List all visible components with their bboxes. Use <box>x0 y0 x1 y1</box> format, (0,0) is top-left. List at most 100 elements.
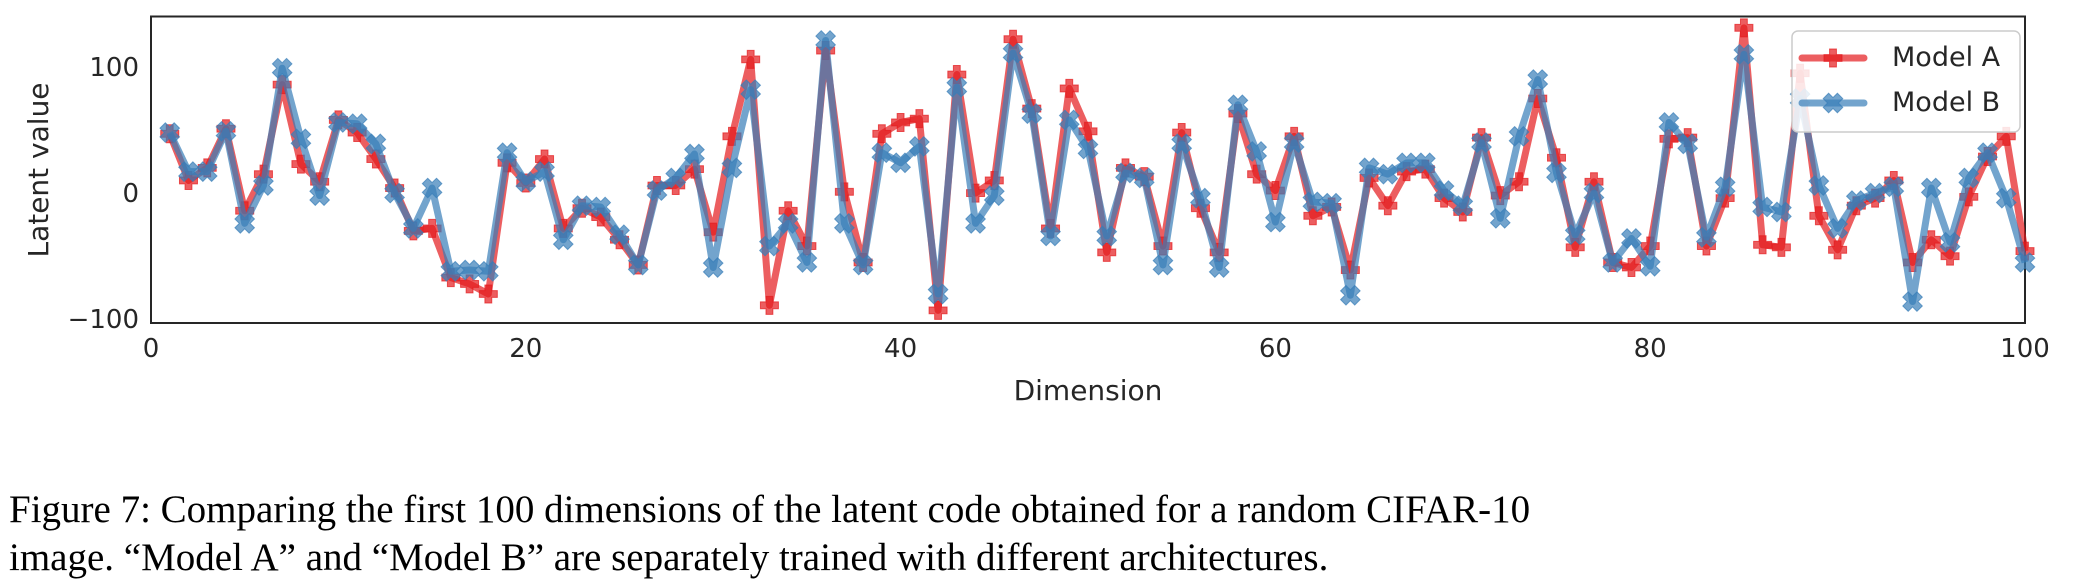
data-point-model-b <box>927 283 949 305</box>
data-point-model-b <box>1058 109 1080 131</box>
data-point-model-b <box>1171 133 1193 155</box>
data-point-model-b <box>1246 140 1268 162</box>
y-tick-label: 0 <box>122 179 139 209</box>
data-point-model-b <box>1489 207 1511 229</box>
data-point-model-a <box>759 295 779 315</box>
data-point-model-b <box>1040 225 1061 247</box>
data-point-model-a <box>1809 206 1829 226</box>
data-point-model-a <box>1959 187 1979 207</box>
data-point-model-b <box>1433 180 1455 202</box>
data-point-model-b <box>271 57 293 79</box>
data-point-model-b <box>908 135 930 157</box>
data-point-model-a <box>1940 246 1960 266</box>
data-point-model-a <box>891 112 911 132</box>
y-tick-label: −100 <box>68 305 139 335</box>
data-point-model-b <box>683 143 705 165</box>
data-point-model-a <box>1734 18 1754 38</box>
data-point-model-b <box>1152 254 1174 276</box>
data-point-model-b <box>1808 175 1830 196</box>
data-point-model-b <box>552 229 574 251</box>
series-line-model-b <box>166 36 2029 306</box>
legend-label-model-b: Model B <box>1892 87 2000 118</box>
legend-item-model-b <box>1798 92 1868 114</box>
data-point-model-b <box>1902 291 1924 313</box>
data-point-model-a <box>928 300 948 320</box>
data-point-model-b <box>1508 125 1530 147</box>
data-point-model-b <box>1377 163 1399 185</box>
data-point-model-b <box>1958 167 1980 189</box>
data-point-model-b <box>871 142 893 164</box>
data-point-model-b <box>1339 284 1361 306</box>
data-point-model-b <box>327 111 349 133</box>
data-point-model-b <box>1133 167 1155 189</box>
data-point-model-a <box>1097 242 1117 262</box>
data-point-model-b <box>346 113 368 135</box>
data-point-model-b <box>196 161 218 183</box>
data-point-model-a <box>1753 235 1773 255</box>
data-point-model-a <box>1996 126 2016 146</box>
x-tick-label: 0 <box>143 334 160 364</box>
data-point-model-b <box>665 167 687 189</box>
data-point-model-b <box>477 260 499 282</box>
data-point-model-b <box>983 185 1005 207</box>
data-point-model-b <box>252 175 274 196</box>
data-point-model-b <box>890 152 912 174</box>
data-point-model-b <box>1939 231 1961 253</box>
data-point-model-b <box>1602 251 1624 273</box>
data-point-model-b <box>646 180 668 202</box>
data-point-model-b <box>1695 226 1717 248</box>
plot-area <box>150 15 2026 324</box>
data-point-model-b <box>852 254 874 276</box>
data-point-model-b <box>1471 132 1493 154</box>
data-point-model-b <box>402 217 424 239</box>
legend-item-model-a <box>1798 48 1868 68</box>
caption-line-2: image. “Model A” and “Model B” are separ… <box>9 536 1329 579</box>
data-point-model-b <box>215 120 237 142</box>
data-point-model-b <box>1321 192 1343 214</box>
y-tick-label: 100 <box>89 53 139 83</box>
data-point-model-b <box>1639 255 1661 277</box>
data-point-model-b <box>234 212 256 234</box>
data-point-model-a <box>741 49 761 69</box>
data-point-model-a <box>1828 240 1848 260</box>
data-point-model-b <box>1677 133 1699 155</box>
data-point-model-b <box>702 257 724 278</box>
data-point-model-b <box>1264 211 1286 233</box>
legend-label-model-a: Model A <box>1892 42 2001 73</box>
data-point-model-b <box>1827 217 1849 239</box>
data-point-model-b <box>159 122 181 144</box>
data-point-model-b <box>1658 111 1680 133</box>
legend: Model A Model B <box>1791 30 2021 133</box>
data-point-model-b <box>777 212 799 234</box>
data-point-model-b <box>1021 103 1043 125</box>
data-point-model-b <box>1883 176 1905 198</box>
x-tick-label: 80 <box>1634 334 1667 364</box>
data-point-model-b <box>1189 187 1211 209</box>
data-point-model-b <box>1077 138 1099 160</box>
series-model-b <box>159 29 2036 313</box>
data-point-model-b <box>1714 176 1736 198</box>
data-point-model-b <box>534 161 556 183</box>
data-point-model-b <box>833 212 855 234</box>
data-point-model-b <box>496 142 518 164</box>
data-point-model-b <box>740 79 762 101</box>
data-point-model-b <box>1283 132 1305 154</box>
data-point-model-b <box>1527 69 1549 91</box>
caption-line-1: Figure 7: Comparing the first 100 dimens… <box>9 488 1531 531</box>
x-tick-label: 20 <box>509 334 542 364</box>
data-point-model-b <box>1733 43 1755 65</box>
data-point-model-b <box>627 254 649 276</box>
data-point-model-b <box>1302 191 1324 213</box>
data-point-model-b <box>365 133 387 155</box>
data-point-model-b <box>1358 157 1380 179</box>
data-point-model-b <box>965 212 987 234</box>
data-point-model-b <box>1564 224 1586 246</box>
data-point-model-a <box>460 274 480 294</box>
data-point-model-b <box>2014 251 2036 273</box>
series-layer <box>159 18 2036 320</box>
data-point-model-b <box>1752 196 1774 218</box>
data-point-model-b <box>440 260 462 282</box>
data-point-model-b <box>1227 94 1249 116</box>
data-point-model-b <box>1546 162 1567 184</box>
